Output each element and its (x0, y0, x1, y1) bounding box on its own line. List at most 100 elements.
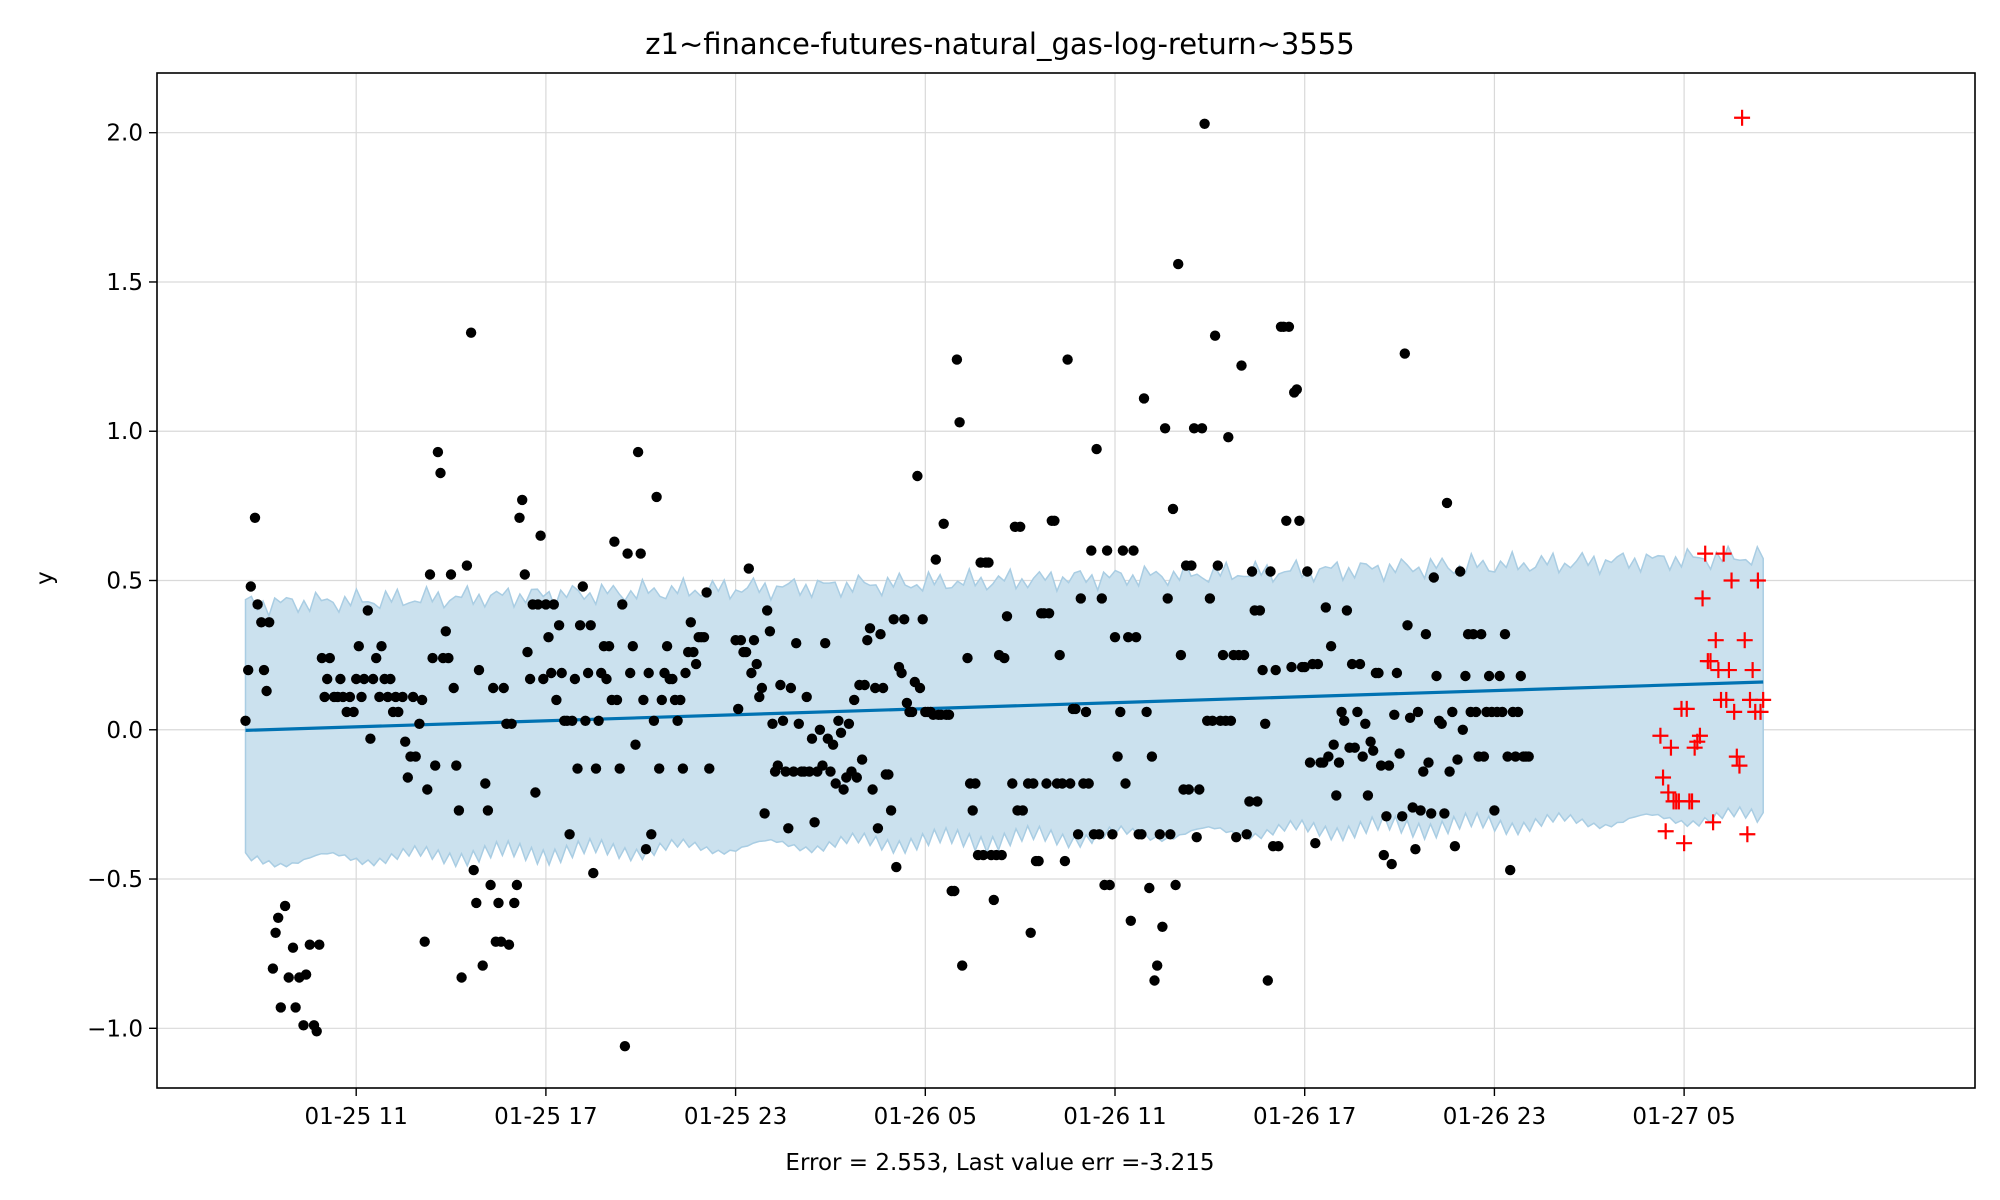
observed-point (809, 817, 820, 828)
observed-point (267, 963, 279, 974)
observed-point (827, 739, 839, 750)
observed-point (1236, 360, 1247, 371)
observed-point (640, 844, 652, 855)
observed-point (1431, 670, 1442, 682)
observed-point (1130, 632, 1142, 643)
observed-point (1136, 829, 1147, 840)
observed-point (435, 467, 446, 479)
observed-point (983, 557, 994, 568)
observed-point (627, 641, 638, 652)
observed-point (954, 417, 965, 428)
chart-title: z1~finance-futures-natural_gas-log-retur… (645, 27, 1354, 61)
observed-point (701, 587, 712, 598)
observed-point (1199, 118, 1210, 129)
observed-point (382, 691, 393, 703)
y-tick-label: 2.0 (106, 121, 143, 147)
observed-point (1428, 572, 1440, 583)
observed-point (901, 697, 913, 709)
observed-point (1257, 664, 1268, 676)
observed-point (1304, 757, 1316, 768)
observed-point (609, 536, 620, 547)
observed-point (1349, 742, 1361, 753)
observed-point (1418, 766, 1429, 777)
observed-point (1468, 629, 1479, 640)
observed-point (667, 673, 678, 685)
observed-point (556, 667, 567, 679)
observed-point (419, 936, 430, 947)
observed-point (1207, 715, 1218, 726)
observed-point (1381, 811, 1392, 822)
observed-point (1241, 829, 1252, 840)
observed-point (1072, 829, 1084, 840)
observed-point (1412, 706, 1424, 718)
observed-point (754, 691, 765, 703)
observed-point (461, 560, 473, 571)
holdout-point (1694, 590, 1711, 607)
observed-point (546, 667, 557, 679)
holdout-point (1755, 691, 1772, 708)
observed-point (1186, 560, 1197, 571)
observed-point (580, 715, 591, 726)
observed-point (1423, 757, 1434, 768)
observed-point (751, 658, 762, 670)
observed-point (1441, 497, 1453, 509)
observed-point (1115, 706, 1126, 718)
observed-point (430, 760, 441, 771)
observed-point (1497, 706, 1508, 718)
holdout-point (1718, 691, 1735, 708)
holdout-point (1731, 757, 1748, 774)
observed-point (877, 682, 889, 694)
observed-point (569, 673, 581, 685)
observed-point (804, 766, 815, 777)
observed-point (1173, 258, 1184, 270)
observed-point (577, 581, 588, 592)
observed-point (656, 694, 667, 706)
observed-point (1157, 921, 1168, 932)
observed-point (1523, 751, 1534, 762)
observed-point (385, 673, 396, 685)
observed-point (685, 617, 696, 628)
observed-point (951, 354, 963, 365)
holdout-point (1720, 662, 1737, 679)
observed-point (1007, 778, 1018, 789)
observed-point (1386, 858, 1397, 870)
observed-point (1049, 515, 1060, 526)
observed-point (1159, 423, 1171, 434)
observed-point (680, 667, 691, 679)
observed-point (371, 652, 382, 664)
observed-point (1086, 545, 1097, 556)
observed-point (448, 682, 459, 694)
observed-point (1494, 670, 1505, 682)
observed-point (793, 718, 804, 729)
observed-point (830, 778, 841, 789)
observed-point (407, 691, 419, 703)
observed-point (240, 715, 251, 726)
observed-point (1183, 784, 1195, 795)
observed-point (1246, 566, 1258, 577)
observed-point (1062, 354, 1073, 365)
observed-point (780, 766, 791, 777)
holdout-point (1728, 748, 1745, 765)
observed-point (440, 626, 451, 637)
observed-point (740, 646, 752, 658)
observed-point (1365, 736, 1376, 747)
observed-point (791, 638, 802, 649)
observed-point (1162, 593, 1173, 604)
observed-point (1262, 975, 1274, 986)
observed-point (690, 658, 702, 670)
observed-point (344, 691, 356, 703)
observed-point (445, 569, 457, 580)
observed-point (767, 718, 778, 729)
observed-point (1360, 718, 1371, 729)
observed-point (324, 652, 335, 664)
observed-point (453, 805, 465, 816)
observed-point (424, 569, 436, 580)
observed-point (1017, 805, 1028, 816)
holdout-point (1662, 739, 1679, 756)
observed-point (367, 673, 379, 685)
observed-point (517, 494, 528, 506)
observed-point (551, 694, 562, 706)
observed-point (1260, 718, 1271, 729)
observed-point (1117, 545, 1129, 556)
observed-point (912, 470, 923, 482)
